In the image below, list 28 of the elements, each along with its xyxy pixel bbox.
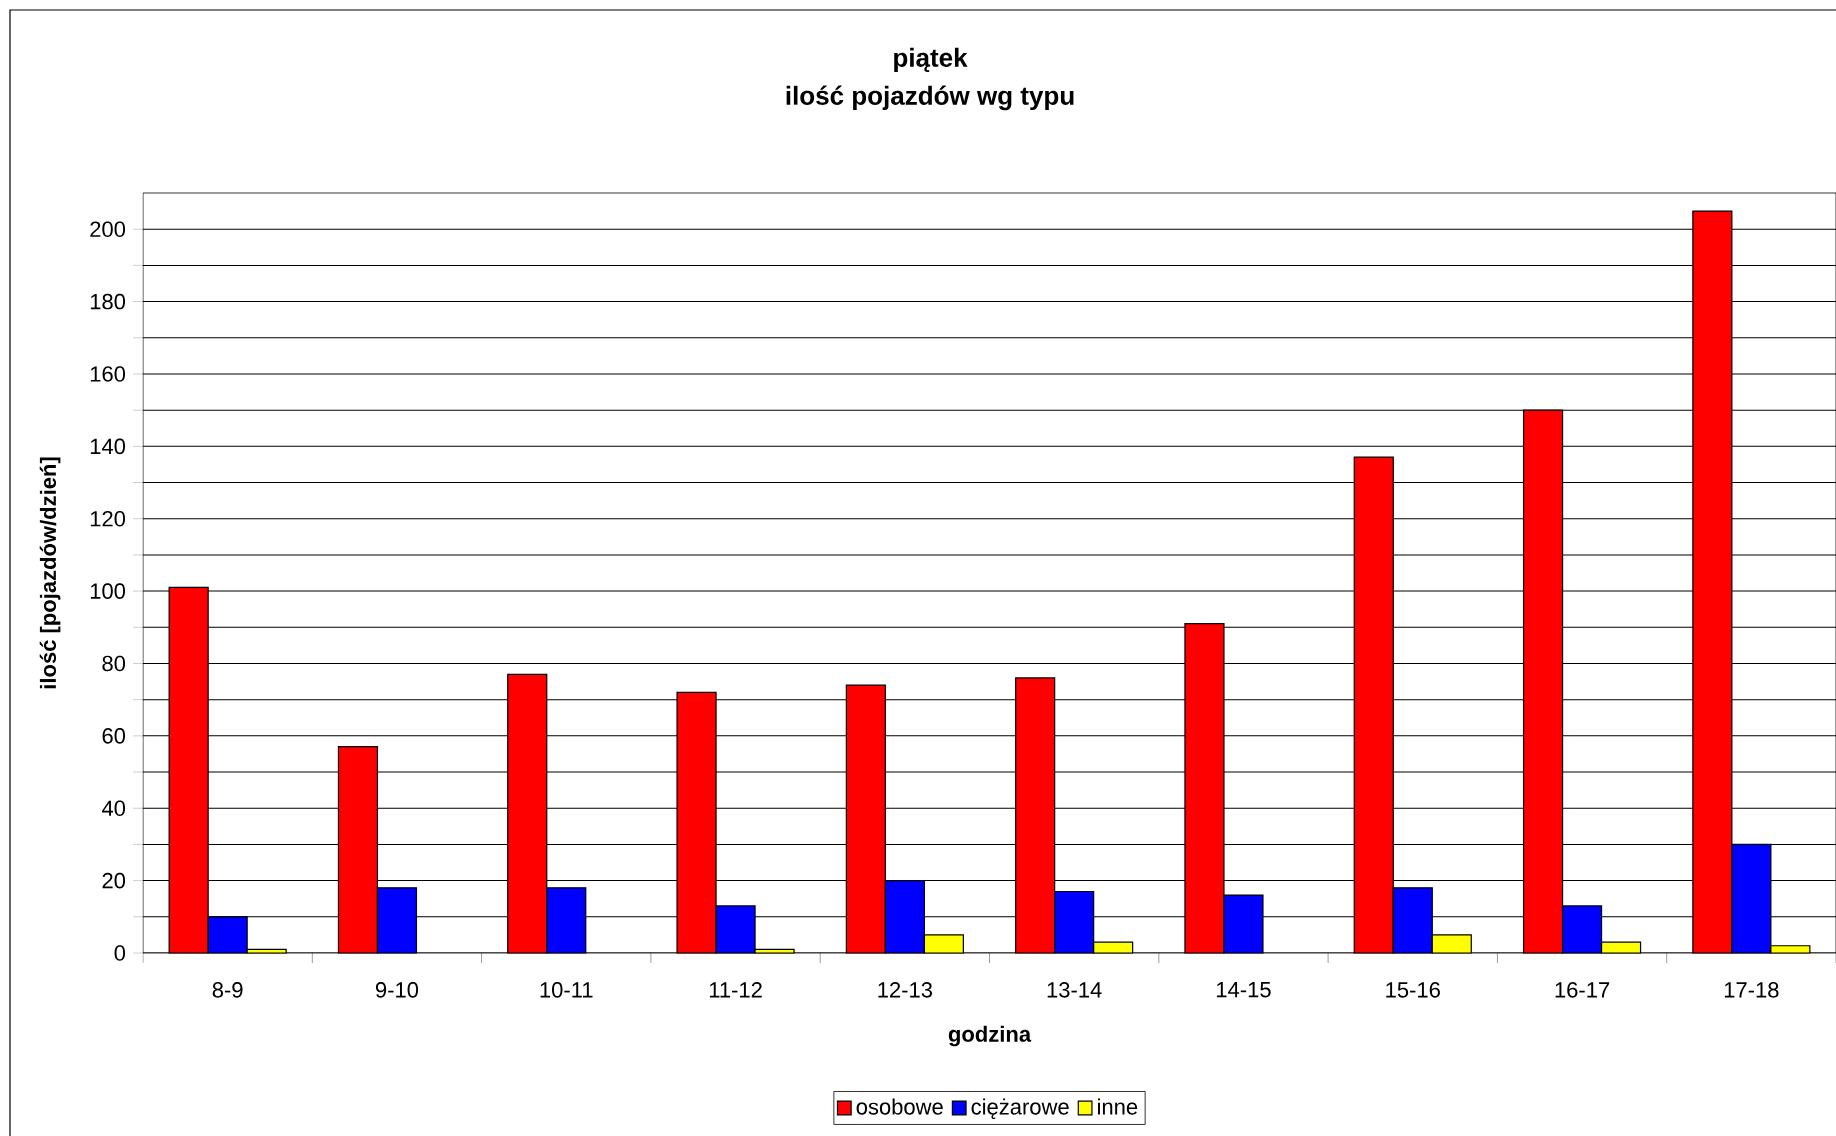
legend-label: ciężarowe xyxy=(971,1098,1069,1120)
y-tick-label: 180 xyxy=(90,293,126,310)
y-tick-label: 160 xyxy=(90,366,126,382)
x-tick-label: 17-18 xyxy=(1724,982,1779,998)
x-tick-label: 9-10 xyxy=(375,982,419,998)
x-tick-label: 14-15 xyxy=(1216,982,1271,998)
chart-title: piątek xyxy=(894,47,968,73)
y-tick-label: 100 xyxy=(90,583,126,599)
x-tick-label: 13-14 xyxy=(1047,982,1102,998)
y-axis-title: ilość [pojazdów/dzień] xyxy=(39,457,61,689)
legend-label: inne xyxy=(1098,1098,1138,1115)
x-tick-label: 12-13 xyxy=(878,982,933,998)
y-tick-label: 20 xyxy=(102,872,126,889)
x-tick-label: 16-17 xyxy=(1555,982,1610,998)
y-tick-label: 60 xyxy=(102,728,126,744)
x-axis-title: godzina xyxy=(948,1025,1032,1047)
x-tick-label: 15-16 xyxy=(1386,982,1440,998)
y-tick-label: 0 xyxy=(114,945,126,961)
x-tick-label: 11-12 xyxy=(709,982,762,998)
y-tick-label: 140 xyxy=(90,438,126,455)
legend-label: osobowe xyxy=(856,1098,943,1115)
y-tick-label: 200 xyxy=(90,221,126,237)
x-tick-label: 10-11 xyxy=(540,982,593,998)
x-tick-label: 8-9 xyxy=(212,982,243,998)
chart-subtitle: ilość pojazdów wg typu xyxy=(786,85,1074,111)
y-tick-label: 40 xyxy=(101,800,126,817)
y-tick-label: 120 xyxy=(90,510,126,527)
y-tick-label: 80 xyxy=(102,655,126,672)
